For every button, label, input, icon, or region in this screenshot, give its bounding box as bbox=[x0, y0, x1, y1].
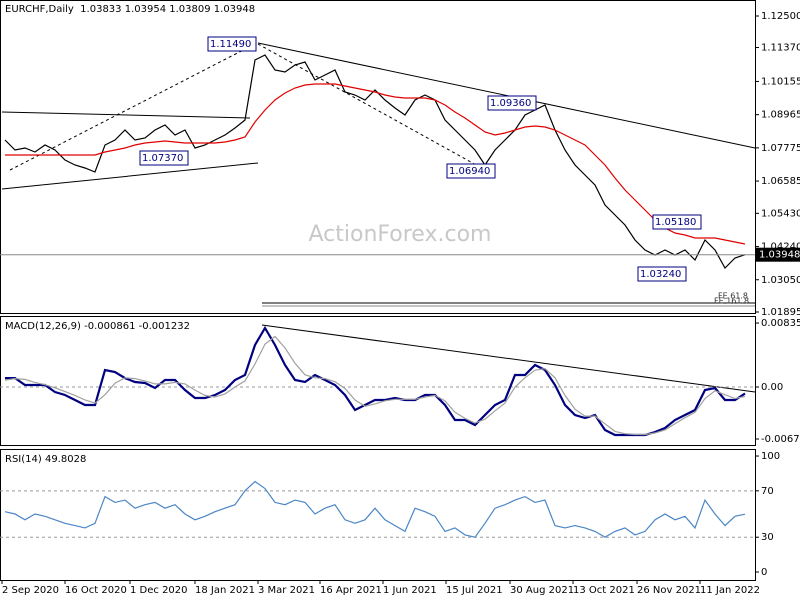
rsi-title: RSI(14) 49.8028 bbox=[5, 454, 86, 465]
series-line bbox=[4, 335, 746, 436]
x-tick-label: 2 Sep 2020 bbox=[2, 585, 59, 596]
y-tick-label: 1.12500 bbox=[761, 11, 800, 22]
y-tick-label: 100 bbox=[761, 451, 780, 462]
annotation: FE 61.8 bbox=[718, 292, 748, 301]
annotation: 1.09360 bbox=[490, 98, 531, 109]
macd-title: MACD(12,26,9) -0.000861 -0.001232 bbox=[5, 321, 190, 332]
x-tick-label: 13 Oct 2021 bbox=[573, 585, 635, 596]
annotation: 1.03240 bbox=[640, 269, 681, 280]
series-line bbox=[5, 325, 746, 437]
y-tick-label: 1.03050 bbox=[761, 275, 800, 286]
macd-panel bbox=[0, 316, 756, 446]
watermark: ActionForex.com bbox=[309, 222, 492, 247]
y-tick-label: -0.006788 bbox=[761, 434, 800, 445]
series-line bbox=[4, 480, 746, 538]
x-tick-label: 1 Dec 2020 bbox=[130, 585, 188, 596]
x-tick-label: 16 Oct 2020 bbox=[65, 585, 127, 596]
chart-title: EURCHF,Daily 1.03833 1.03954 1.03809 1.0… bbox=[5, 4, 255, 15]
y-tick-label: 1.06585 bbox=[761, 176, 800, 187]
y-tick-label: 0.008353 bbox=[761, 318, 800, 329]
y-tick-label: 1.01895 bbox=[761, 307, 800, 318]
y-tick-label: 1.10155 bbox=[761, 76, 800, 87]
y-tick-label: 70 bbox=[761, 486, 774, 497]
y-tick-label: 0.00 bbox=[761, 382, 783, 393]
y-tick-label: 0 bbox=[761, 567, 767, 578]
x-tick-label: 11 Jan 2022 bbox=[700, 585, 760, 596]
series-line bbox=[5, 83, 746, 245]
annotation-box bbox=[652, 214, 702, 230]
annotation: 1.05180 bbox=[655, 217, 696, 228]
x-tick-label: 30 Aug 2021 bbox=[510, 585, 574, 596]
x-tick-label: 3 Mar 2021 bbox=[258, 585, 315, 596]
annotation-box bbox=[487, 95, 537, 111]
annotation: FE 161.8 bbox=[714, 297, 749, 306]
annotation-box bbox=[139, 150, 189, 166]
y-tick-label: 30 bbox=[761, 532, 774, 543]
current-price-label: 1.03948 bbox=[759, 250, 800, 261]
y-tick-label: 1.08965 bbox=[761, 110, 800, 121]
x-tick-label: 16 Apr 2021 bbox=[320, 585, 382, 596]
annotation-box bbox=[446, 163, 496, 179]
y-tick-label: 1.04240 bbox=[761, 242, 800, 253]
x-tick-label: 15 Jul 2021 bbox=[446, 585, 503, 596]
annotation: 1.06940 bbox=[449, 166, 490, 177]
x-tick-label: 26 Nov 2021 bbox=[637, 585, 701, 596]
annotation: 1.11490 bbox=[210, 39, 251, 50]
rsi-panel bbox=[0, 449, 756, 581]
price-panel bbox=[0, 0, 756, 314]
annotation-box bbox=[637, 266, 687, 282]
y-tick-label: 1.07775 bbox=[761, 143, 800, 154]
series-line bbox=[4, 54, 746, 269]
current-price-box bbox=[756, 247, 800, 262]
annotation: 1.07370 bbox=[142, 153, 183, 164]
x-tick-label: 1 Jun 2021 bbox=[383, 585, 437, 596]
x-tick-label: 18 Jan 2021 bbox=[195, 585, 255, 596]
y-tick-label: 1.11370 bbox=[761, 43, 800, 54]
y-tick-label: 1.05430 bbox=[761, 208, 800, 219]
annotation-box bbox=[207, 36, 257, 52]
